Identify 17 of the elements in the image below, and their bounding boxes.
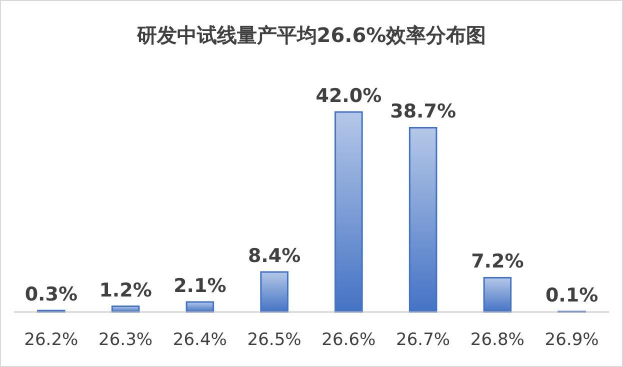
x-tick-label: 26.7%	[396, 330, 450, 350]
x-tick-label: 26.6%	[322, 330, 376, 350]
data-label: 0.3%	[24, 284, 78, 306]
x-tick-label: 26.4%	[172, 330, 227, 350]
data-label: 42.0%	[316, 85, 382, 107]
data-label: 1.2%	[99, 279, 152, 302]
data-label: 38.7%	[390, 100, 456, 123]
x-tick-label: 26.9%	[544, 330, 599, 350]
x-tick-label: 26.3%	[98, 330, 153, 350]
data-label: 7.2%	[471, 250, 524, 273]
x-tick-label: 26.8%	[470, 330, 524, 350]
x-tick-label: 26.5%	[247, 330, 302, 350]
data-label: 8.4%	[248, 245, 301, 267]
chart-title: 研发中试线量产平均26.6%效率分布图	[136, 23, 486, 47]
data-label: 2.1%	[174, 275, 226, 297]
data-label: 0.1%	[545, 284, 598, 307]
x-tick-label: 26.2%	[24, 330, 78, 350]
